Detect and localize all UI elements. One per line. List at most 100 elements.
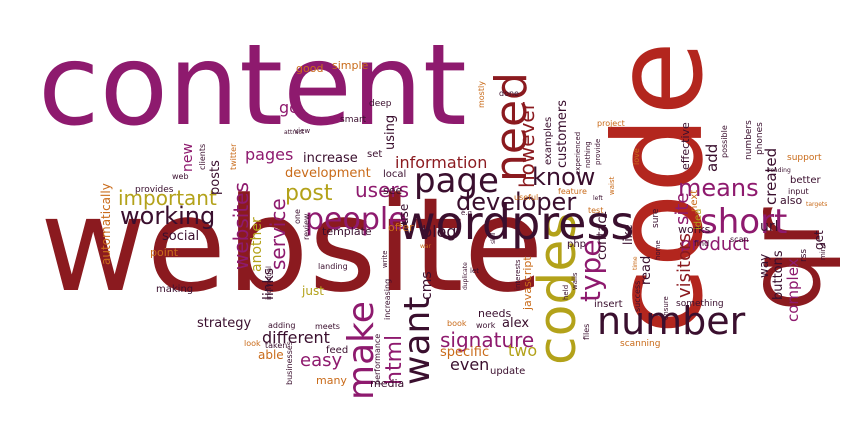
- word-time: time: [632, 256, 639, 270]
- word-write: write: [381, 250, 389, 268]
- word-developer: developer: [456, 188, 577, 216]
- word-love: love: [632, 148, 641, 165]
- word-template: template: [322, 225, 372, 238]
- word-means: means: [678, 174, 759, 202]
- word-alex: alex: [502, 316, 530, 331]
- word-provide: provide: [594, 138, 602, 165]
- word-taken: taken: [265, 341, 288, 350]
- word-post: post: [285, 181, 333, 206]
- word-walls: walls: [571, 272, 579, 290]
- word-businesses: businesses: [285, 341, 294, 385]
- word-service: service: [266, 198, 290, 270]
- word-feature: feature: [558, 187, 587, 196]
- word-test: test: [588, 206, 604, 215]
- word-meets: meets: [315, 322, 340, 331]
- word-something: something: [676, 299, 724, 309]
- word-deep: deep: [369, 99, 392, 109]
- word-eg: e.g: [461, 209, 472, 217]
- word-blog: blog: [422, 222, 457, 241]
- word-adding: adding: [268, 321, 296, 330]
- word-just: just: [302, 284, 324, 298]
- word-done: done: [499, 89, 519, 98]
- word-users: users: [355, 178, 410, 202]
- word-posts: posts: [208, 160, 223, 195]
- word-product: product: [680, 234, 750, 255]
- word-created: created: [762, 147, 780, 205]
- word-php: php: [567, 239, 587, 250]
- word-cms: cms: [419, 271, 435, 300]
- word-go: go: [279, 98, 299, 117]
- word-book: book: [447, 319, 467, 328]
- word-many: many: [316, 374, 347, 387]
- word-scanning: scanning: [620, 339, 661, 349]
- word-like: like: [621, 224, 635, 245]
- word-view: view: [294, 127, 311, 135]
- word-numbers: numbers: [744, 120, 754, 160]
- word-works: works: [678, 223, 711, 236]
- word-media: media: [370, 377, 405, 390]
- word-however: however: [515, 102, 539, 188]
- word-social: social: [162, 229, 200, 244]
- word-two: two: [508, 341, 538, 360]
- word-important: important: [118, 186, 217, 210]
- word-different: different: [262, 328, 330, 347]
- word-strategy: strategy: [197, 316, 252, 331]
- word-visitors: visitors: [674, 233, 695, 298]
- word-information: information: [395, 153, 488, 172]
- word-insert: insert: [594, 299, 623, 310]
- word-set: set: [367, 149, 383, 160]
- word-war: war: [420, 243, 432, 250]
- word-mostly: mostly: [477, 81, 486, 108]
- word-reading: reading: [768, 167, 791, 174]
- word-way: way: [757, 253, 771, 278]
- word-page: page: [414, 161, 499, 201]
- word-input: input: [788, 187, 809, 196]
- word-mind: mind: [819, 242, 827, 260]
- word-waist: waist: [608, 176, 616, 195]
- word-content: content: [38, 21, 467, 151]
- word-see: see: [383, 184, 403, 197]
- word-needs: needs: [478, 307, 512, 320]
- word-specific: specific: [440, 345, 490, 360]
- word-add: add: [703, 143, 721, 172]
- word-buttons: buttons: [771, 250, 786, 300]
- word-held: held: [562, 284, 570, 300]
- word-look: look: [244, 339, 261, 348]
- word-idea: idea: [693, 208, 704, 230]
- word-let: let: [470, 267, 479, 275]
- word-using: using: [383, 114, 398, 150]
- word-examples: examples: [543, 116, 554, 165]
- word-individual: individual: [265, 266, 273, 300]
- word-work: work: [476, 321, 496, 330]
- word-files: files: [582, 323, 591, 340]
- word-people: people: [305, 202, 407, 237]
- word-making: making: [156, 284, 194, 295]
- word-customers: customers: [555, 100, 570, 168]
- word-phones: phones: [755, 122, 765, 155]
- word-ensure: ensure: [662, 296, 670, 320]
- word-good: good: [296, 62, 324, 75]
- word-use: use: [397, 203, 411, 225]
- word-left: left: [593, 195, 603, 202]
- word-point: point: [150, 246, 179, 259]
- word-sure: sure: [651, 208, 661, 228]
- word-duplicate: duplicate: [462, 262, 469, 290]
- word-new: new: [180, 143, 196, 172]
- word-interests: interests: [514, 259, 522, 290]
- word-experienced: experienced: [574, 131, 582, 175]
- word-clients: clients: [198, 143, 207, 170]
- word-increase: increase: [303, 151, 358, 166]
- word-effective: effective: [679, 122, 692, 170]
- word-one: one: [293, 209, 302, 224]
- word-feed: feed: [326, 345, 349, 356]
- word-support: support: [787, 153, 822, 163]
- word-increasing: increasing: [383, 278, 392, 320]
- word-wordpress: wordpress: [398, 196, 635, 250]
- word-able: able: [258, 348, 284, 362]
- word-even: even: [450, 355, 490, 374]
- word-simple: simple: [332, 59, 369, 72]
- word-success: success: [633, 280, 642, 312]
- word-another: another: [249, 217, 265, 272]
- word-review: review: [302, 213, 311, 240]
